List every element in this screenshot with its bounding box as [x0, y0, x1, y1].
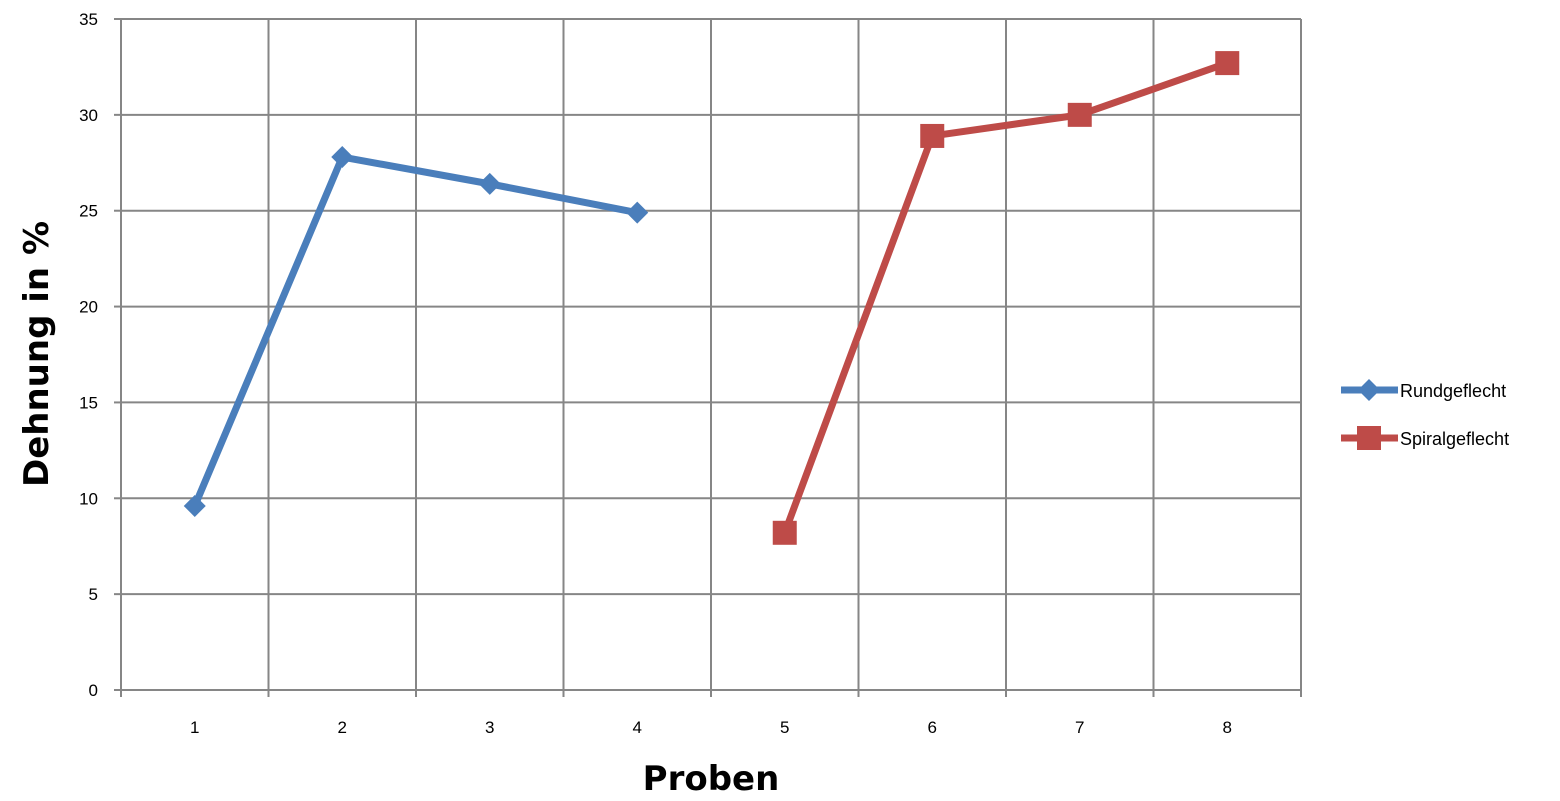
data-point [626, 201, 649, 224]
y-tick-label: 5 [89, 585, 98, 604]
legend: Rundgeflecht Spiralgeflecht [1341, 379, 1509, 450]
x-tick-label: 7 [1075, 718, 1084, 737]
x-tick-label: 2 [338, 718, 347, 737]
y-tick-label: 35 [79, 10, 98, 29]
data-point [920, 123, 945, 148]
data-point [1067, 102, 1092, 127]
data-point [331, 146, 354, 169]
x-axis-title: Proben [643, 759, 780, 799]
series-spiralgeflecht [772, 51, 1240, 545]
x-tick-label: 8 [1223, 718, 1232, 737]
data-point [478, 172, 501, 195]
y-tick-label: 25 [79, 202, 98, 221]
series-line [781, 59, 1229, 535]
data-point [772, 520, 797, 545]
legend-marker [1357, 426, 1381, 450]
y-tick-label: 20 [79, 298, 98, 317]
y-axis-title: Dehnung in % [17, 221, 57, 487]
x-tick-label: 5 [780, 718, 789, 737]
legend-marker [1358, 379, 1380, 401]
grid [114, 18, 1302, 697]
x-tick-label: 3 [485, 718, 494, 737]
y-tick-label: 10 [79, 489, 98, 508]
legend-label: Rundgeflecht [1400, 381, 1506, 401]
data-point [1215, 51, 1240, 76]
series-line [191, 153, 638, 508]
y-tick-label: 30 [79, 106, 98, 125]
x-tick-labels: 1 2 3 4 5 6 7 8 [190, 718, 1232, 737]
x-tick-label: 4 [633, 718, 642, 737]
data-point [183, 494, 206, 517]
legend-item: Spiralgeflecht [1341, 426, 1509, 450]
series-rundgeflecht [183, 146, 649, 517]
y-tick-labels: 0 5 10 15 20 25 30 35 [79, 10, 98, 700]
legend-label: Spiralgeflecht [1400, 429, 1509, 449]
x-tick-label: 6 [928, 718, 937, 737]
legend-item: Rundgeflecht [1341, 379, 1506, 401]
series-lines [183, 51, 1240, 545]
y-tick-label: 15 [79, 393, 98, 412]
y-tick-label: 0 [89, 681, 98, 700]
x-tick-label: 1 [190, 718, 199, 737]
